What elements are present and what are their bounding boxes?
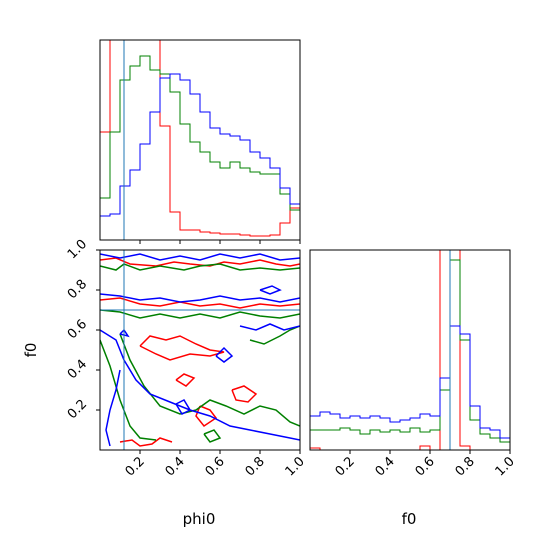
x-tick-label-hist-f0-4: 1.0 bbox=[493, 454, 518, 479]
contour-red-6 bbox=[119, 437, 173, 447]
contour-blue-1 bbox=[100, 293, 300, 303]
histogram-blue-hist-phi0 bbox=[100, 73, 300, 240]
contour-blue-5 bbox=[215, 346, 234, 363]
frame-hist-f0 bbox=[309, 249, 511, 451]
x-tick-label-contour-phi0-f0-2: 0.6 bbox=[203, 454, 228, 479]
contour-red-4 bbox=[195, 405, 218, 428]
x-tick-label-hist-f0-1: 0.4 bbox=[373, 454, 398, 479]
contour-green-3 bbox=[100, 339, 157, 441]
contour-red-2 bbox=[139, 335, 225, 361]
panel-contour-phi0-f0: 0.2 0.4 0.6 0.8 1.0 0.2 0.4 0.6 0.8 1.0 bbox=[65, 237, 308, 480]
y-tick-label-contour-phi0-f0-4: 1.0 bbox=[65, 237, 90, 262]
contour-red-5 bbox=[231, 385, 258, 403]
contour-red-3 bbox=[175, 373, 196, 387]
contour-green-5 bbox=[249, 325, 300, 345]
contour-blue-3 bbox=[105, 369, 121, 447]
histogram-red-hist-f0 bbox=[310, 250, 510, 450]
y-tick-label-contour-phi0-f0-2: 0.6 bbox=[65, 317, 90, 342]
contour-green-4 bbox=[203, 429, 222, 443]
contour-blue-8 bbox=[259, 285, 282, 295]
x-tick-label-hist-f0-3: 0.8 bbox=[453, 454, 478, 479]
ylabel-f0: f0 bbox=[22, 343, 40, 358]
y-tick-label-contour-phi0-f0-1: 0.4 bbox=[65, 357, 90, 382]
x-tick-label-contour-phi0-f0-3: 0.8 bbox=[243, 454, 268, 479]
histogram-red-hist-phi0 bbox=[100, 40, 300, 240]
contour-blue-4 bbox=[175, 399, 192, 415]
histogram-green-hist-phi0 bbox=[100, 55, 300, 240]
x-tick-label-contour-phi0-f0-1: 0.4 bbox=[163, 454, 188, 479]
y-tick-label-contour-phi0-f0-0: 0.2 bbox=[65, 397, 90, 422]
x-tick-label-contour-phi0-f0-0: 0.2 bbox=[123, 454, 148, 479]
panel-hist-phi0 bbox=[99, 39, 301, 244]
frame-contour bbox=[99, 249, 301, 451]
contour-green-2 bbox=[119, 333, 300, 427]
contour-red-0 bbox=[100, 257, 300, 267]
contour-green-0 bbox=[100, 263, 300, 271]
xlabel-phi0: phi0 bbox=[183, 510, 216, 528]
contour-green-1 bbox=[100, 309, 300, 319]
x-tick-label-hist-f0-2: 0.6 bbox=[413, 454, 438, 479]
contour-blue-0 bbox=[100, 253, 300, 261]
contour-red-1 bbox=[100, 297, 300, 309]
xlabel-f0: f0 bbox=[402, 510, 417, 528]
x-tick-label-hist-f0-0: 0.2 bbox=[333, 454, 358, 479]
x-tick-label-contour-phi0-f0-4: 1.0 bbox=[283, 454, 308, 479]
y-tick-label-contour-phi0-f0-3: 0.8 bbox=[65, 277, 90, 302]
contour-blue-6 bbox=[239, 323, 300, 331]
panel-hist-f0: 0.2 0.4 0.6 0.8 1.0 bbox=[309, 249, 518, 479]
frame-hist-phi0 bbox=[99, 39, 301, 241]
histogram-blue-hist-f0 bbox=[310, 325, 510, 450]
